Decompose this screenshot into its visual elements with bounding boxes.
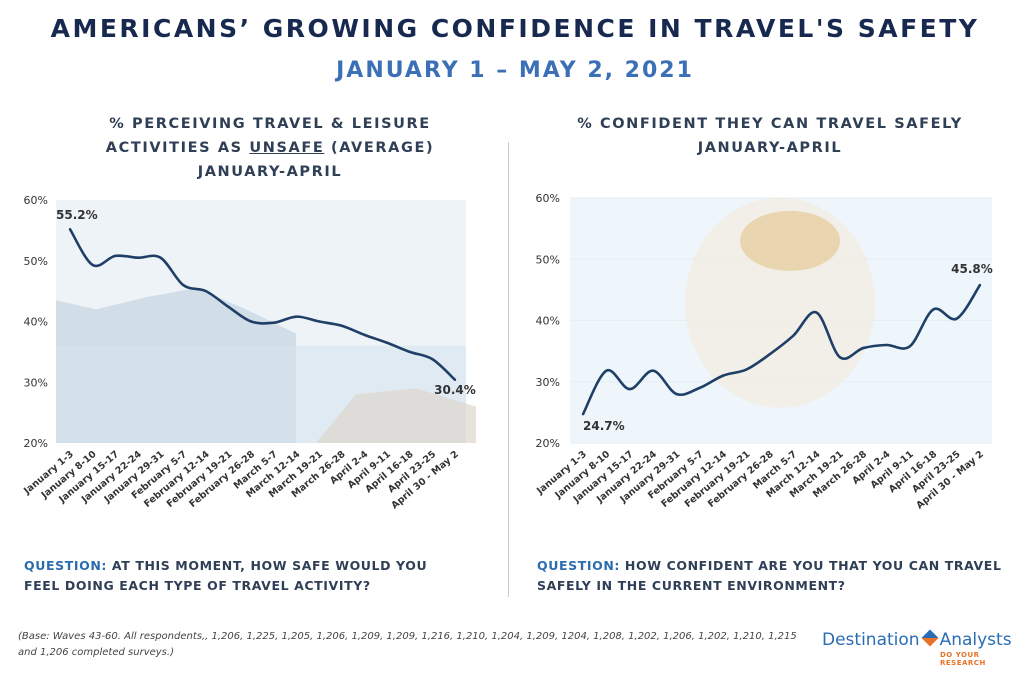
- panel-divider: [508, 142, 509, 597]
- right-data-point: [651, 369, 655, 372]
- left-rock-shape: [316, 388, 476, 443]
- left-data-point: [182, 283, 185, 287]
- right-data-point: [978, 283, 982, 287]
- left-data-point: [136, 256, 140, 259]
- left-data-point: [317, 320, 321, 323]
- left-title-line2: ACTIVITIES AS UNSAFE (AVERAGE): [60, 136, 480, 160]
- left-ytick-label: 60%: [24, 194, 48, 207]
- right-question-label: QUESTION:: [537, 558, 620, 573]
- right-data-point: [581, 413, 585, 416]
- right-data-label: 24.7%: [583, 419, 625, 433]
- left-data-point: [340, 324, 343, 327]
- left-chart-title: % PERCEIVING TRAVEL & LEISURE ACTIVITIES…: [60, 112, 480, 184]
- base-footnote: (Base: Waves 43-60. All respondents,, 1,…: [18, 631, 797, 658]
- left-data-point: [91, 263, 94, 267]
- right-question: QUESTION: HOW CONFIDENT ARE YOU THAT YOU…: [537, 556, 1007, 596]
- logo-name-part2: Analysts: [939, 630, 1012, 650]
- left-title-line3: JANUARY-APRIL: [197, 164, 343, 180]
- logo-tagline: DO YOUR RESEARCH: [940, 651, 986, 667]
- left-ytick-label: 20%: [24, 437, 48, 450]
- left-data-point: [204, 289, 208, 293]
- right-data-point: [675, 392, 678, 396]
- right-data-point: [932, 308, 935, 311]
- right-data-point: [862, 346, 865, 350]
- right-data-point: [605, 369, 608, 372]
- right-data-point: [768, 352, 772, 356]
- right-data-point: [885, 343, 888, 347]
- logo-name-part1: Destination: [822, 630, 920, 650]
- left-data-point: [249, 320, 253, 323]
- right-data-point: [628, 387, 631, 391]
- left-question-text: AT THIS MOMENT, HOW SAFE WOULD YOU FEEL …: [24, 558, 428, 593]
- right-data-label: 45.8%: [951, 262, 993, 276]
- right-title-line2: JANUARY-APRIL: [697, 140, 843, 156]
- right-data-point: [698, 386, 701, 390]
- left-data-point: [385, 341, 389, 344]
- main-title: AMERICANS’ GROWING CONFIDENCE IN TRAVEL'…: [50, 14, 980, 43]
- left-data-point: [408, 350, 411, 354]
- right-data-point: [838, 356, 842, 359]
- left-series-line: [68, 228, 456, 381]
- left-question: QUESTION: AT THIS MOMENT, HOW SAFE WOULD…: [24, 556, 464, 596]
- left-data-point: [159, 256, 162, 259]
- right-data-point: [745, 368, 748, 371]
- main-subtitle: JANUARY 1 – MAY 2, 2021: [336, 58, 694, 83]
- right-ytick-label: 40%: [536, 315, 560, 328]
- left-ytick-label: 50%: [24, 255, 48, 268]
- right-ytick-label: 20%: [536, 437, 560, 450]
- right-data-point: [815, 311, 818, 314]
- left-data-point: [114, 254, 117, 258]
- left-title-post: (AVERAGE): [324, 140, 435, 156]
- right-data-point: [955, 317, 958, 320]
- right-data-point: [908, 345, 912, 348]
- logo-diamond-icon: [921, 629, 939, 647]
- right-series-line: [581, 284, 982, 415]
- right-ytick-label: 50%: [536, 253, 560, 266]
- left-title-line1: % PERCEIVING TRAVEL & LEISURE: [109, 116, 431, 132]
- left-data-point: [431, 357, 434, 361]
- left-question-label: QUESTION:: [24, 558, 107, 573]
- left-data-label: 55.2%: [56, 208, 98, 222]
- right-title-line1: % CONFIDENT THEY CAN TRAVEL SAFELY: [577, 116, 963, 132]
- right-data-point: [791, 334, 795, 338]
- right-chart-title: % CONFIDENT THEY CAN TRAVEL SAFELY JANUA…: [560, 112, 980, 160]
- right-hat-shape: [740, 210, 840, 271]
- right-ytick-label: 60%: [536, 192, 560, 205]
- left-data-label: 30.4%: [434, 383, 476, 397]
- right-question-text: HOW CONFIDENT ARE YOU THAT YOU CAN TRAVE…: [537, 558, 1002, 593]
- destination-analysts-logo: Destination Analysts DO YOUR RESEARCH: [822, 629, 1012, 667]
- left-ytick-label: 40%: [24, 316, 48, 329]
- left-data-point: [453, 378, 457, 382]
- left-data-point: [227, 305, 230, 309]
- left-data-point: [272, 321, 276, 324]
- left-data-point: [363, 333, 366, 337]
- left-title-pre: ACTIVITIES AS: [105, 140, 250, 156]
- right-data-point: [721, 374, 725, 377]
- left-data-point: [68, 227, 72, 231]
- right-ytick-label: 30%: [536, 376, 560, 389]
- left-title-underlined: UNSAFE: [249, 140, 325, 156]
- left-data-point: [295, 315, 298, 318]
- left-ytick-label: 30%: [24, 376, 48, 389]
